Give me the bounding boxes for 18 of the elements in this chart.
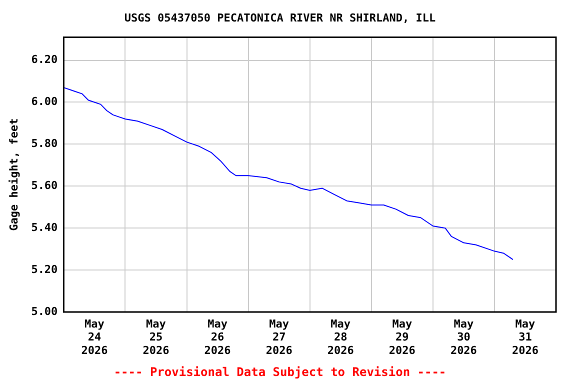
- x-tick-label: May 25 2026: [142, 317, 170, 357]
- y-tick-label: 5.20: [31, 262, 58, 276]
- chart-title: USGS 05437050 PECATONICA RIVER NR SHIRLAND, ILL: [124, 11, 436, 24]
- y-tick-label: 5.60: [31, 178, 58, 192]
- text: ---- Provisional Data Subject to Revision ----: [114, 364, 446, 379]
- x-tick-label: May 28 2026: [327, 317, 354, 357]
- x-tick-label: May 27 2026: [266, 317, 293, 357]
- y-tick-label: 5.80: [31, 137, 58, 150]
- y-tick-label: 6.20: [31, 53, 58, 66]
- x-tick-label: May 31 2026: [512, 317, 539, 357]
- x-tick-label: May 30 2026: [450, 317, 478, 357]
- y-axis-title: Gage height, feet: [7, 118, 20, 231]
- y-tick-label: 6.00: [31, 95, 58, 108]
- x-tick-label: May 29 2026: [388, 317, 416, 357]
- y-tick-label: 5.00: [31, 304, 58, 318]
- x-tick-label: May 26 2026: [204, 317, 232, 357]
- x-tick-label: May 24 2026: [81, 317, 108, 357]
- y-tick-label: 5.40: [31, 220, 58, 234]
